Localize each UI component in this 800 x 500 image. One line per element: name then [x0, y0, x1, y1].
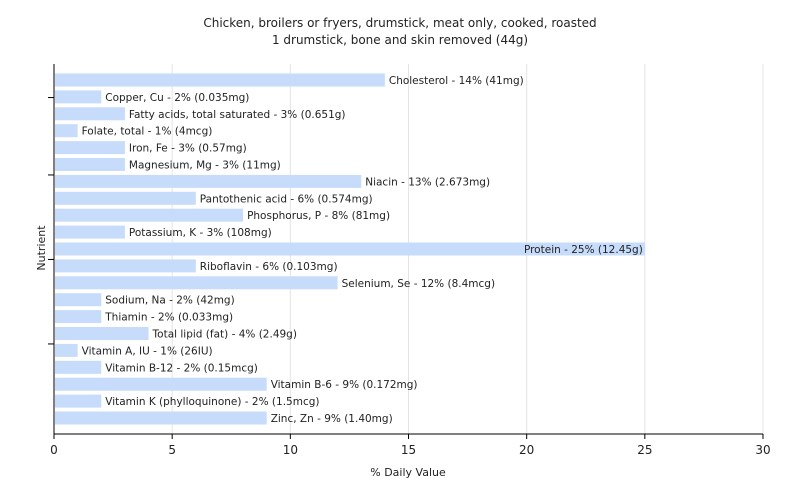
x-tick-label: 20	[519, 443, 534, 457]
bar	[55, 411, 267, 425]
bar-label: Iron, Fe - 3% (0.57mg)	[129, 143, 247, 155]
x-tick-label: 5	[168, 443, 176, 457]
bar-label: Potassium, K - 3% (108mg)	[129, 227, 272, 239]
bar-label: Folate, total - 1% (4mcg)	[82, 126, 213, 138]
chart-title: Chicken, broilers or fryers, drumstick, …	[203, 16, 596, 30]
bar-label: Thiamin - 2% (0.033mg)	[104, 312, 233, 324]
bar	[55, 124, 78, 138]
x-tick-label: 15	[401, 443, 416, 457]
x-tick-label: 0	[50, 443, 58, 457]
bar-label: Magnesium, Mg - 3% (11mg)	[129, 160, 281, 172]
bar	[55, 259, 196, 273]
x-axis-label: % Daily Value	[370, 466, 446, 479]
bars-group: Cholesterol - 14% (41mg) Copper, Cu - 2% …	[55, 73, 645, 425]
bar-label: Niacin - 13% (2.673mg)	[365, 176, 490, 188]
bar-label: Fatty acids, total saturated - 3% (0.651…	[129, 109, 346, 121]
bar	[55, 310, 102, 324]
bar-label: Phosphorus, P - 8% (81mg)	[247, 210, 390, 222]
bar	[55, 343, 78, 357]
x-tick-label: 10	[283, 443, 298, 457]
bar-label: Vitamin A, IU - 1% (26IU)	[82, 345, 213, 357]
bar-label: Selenium, Se - 12% (8.4mcg)	[342, 278, 495, 290]
bar-label: Protein - 25% (12.45g)	[524, 244, 643, 256]
bar	[55, 276, 338, 290]
bar-label: Pantothenic acid - 6% (0.574mg)	[200, 193, 373, 205]
bar	[55, 90, 102, 104]
chart-subtitle: 1 drumstick, bone and skin removed (44g)	[272, 33, 528, 47]
bar-label: Zinc, Zn - 9% (1.40mg)	[271, 413, 393, 425]
bar	[55, 208, 244, 222]
x-tick-labels: 0 5 10 15 20 25 30	[50, 443, 770, 457]
y-axis-label: Nutrient	[35, 225, 48, 271]
bar	[55, 174, 362, 188]
axes	[48, 64, 764, 439]
bar-label: Cholesterol - 14% (41mg)	[389, 75, 524, 87]
bar	[55, 158, 125, 171]
bar	[55, 293, 102, 307]
x-tick-label: 25	[637, 443, 652, 457]
bar	[55, 327, 149, 340]
x-tick-label: 30	[755, 443, 770, 457]
bar	[55, 107, 125, 121]
bar-label: Copper, Cu - 2% (0.035mg)	[105, 92, 249, 104]
bar-label: Vitamin B-12 - 2% (0.15mcg)	[105, 362, 258, 374]
bar	[55, 377, 267, 391]
bar	[55, 141, 125, 155]
bar	[55, 242, 645, 256]
bar	[55, 394, 102, 408]
bar-label: Vitamin B-6 - 9% (0.172mg)	[271, 379, 418, 391]
bar-label: Vitamin K (phylloquinone) - 2% (1.5mcg)	[105, 396, 319, 408]
bar-label: Total lipid (fat) - 4% (2.49g)	[152, 329, 297, 341]
bar-label: Riboflavin - 6% (0.103mg)	[200, 261, 338, 273]
bar	[55, 73, 385, 87]
bar-label: Sodium, Na - 2% (42mg)	[105, 295, 234, 307]
bar	[55, 225, 125, 239]
bar	[55, 360, 102, 374]
bar	[55, 191, 196, 205]
